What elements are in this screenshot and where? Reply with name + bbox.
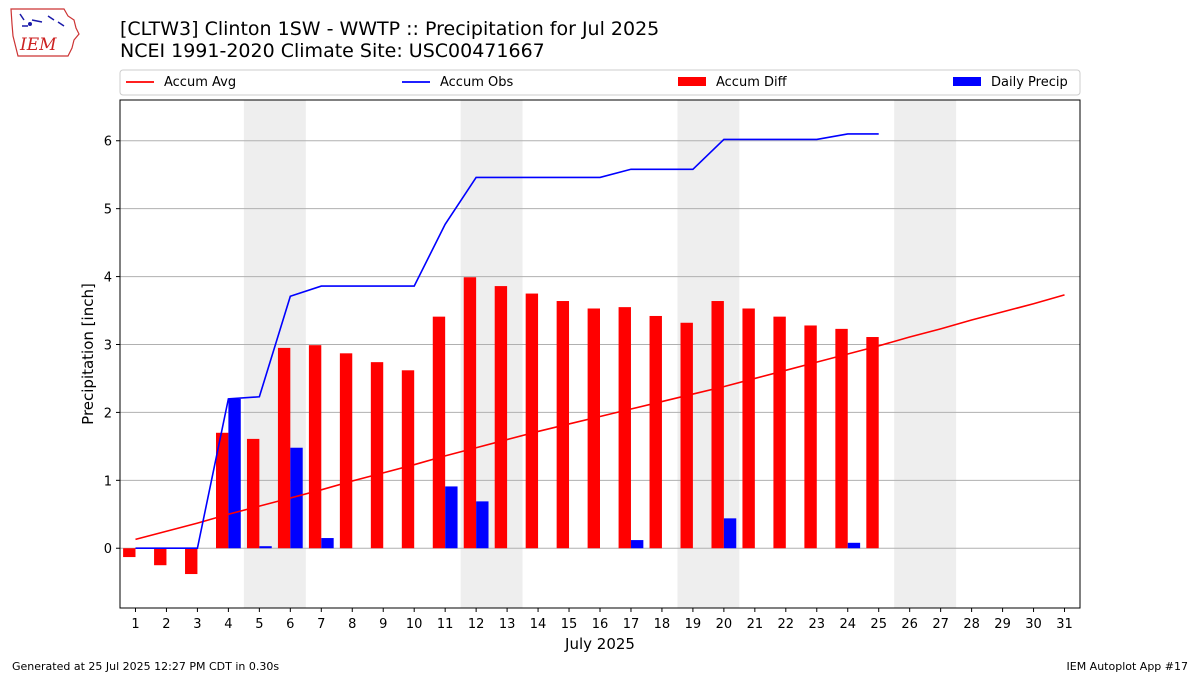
x-tick-label: 14 [530,617,547,632]
x-tick-label: 20 [716,617,733,632]
x-tick-label: 6 [286,617,294,632]
x-tick-label: 11 [437,617,454,632]
daily-precip-bar [476,501,489,549]
accum-diff-bar [866,337,879,549]
x-tick-label: 12 [468,617,485,632]
x-tick-label: 29 [994,617,1011,632]
accum-obs-line [135,133,879,550]
accum-diff-bar [494,286,508,549]
daily-precip-bar [723,518,737,549]
accum-diff-bar [711,301,724,549]
x-tick-label: 17 [623,617,640,632]
accum-diff-bar [649,315,662,549]
x-tick-label: 19 [685,617,702,632]
x-tick-label: 23 [809,617,826,632]
x-tick-label: 9 [379,617,387,632]
legend-accum-diff-label: Accum Diff [716,75,788,90]
legend-daily-precip-swatch [953,77,981,86]
accum-diff-bar [370,362,384,549]
legend-accum-avg-label: Accum Avg [164,75,236,90]
daily-precip-bar [290,447,303,549]
accum-diff-bar [680,322,693,549]
y-tick-label: 4 [104,271,112,286]
accum-diff-bar [463,277,477,549]
x-tick-label: 7 [317,617,325,632]
x-tick-label: 25 [870,617,887,632]
iowa-state-outline [10,8,80,57]
accum-diff-bar [246,438,260,549]
accum-diff-bar [401,370,415,549]
accum-diff-bar [339,353,353,549]
accum-diff-bar [185,548,198,575]
legend-accum-obs-label: Accum Obs [440,75,513,90]
x-tick-label: 16 [592,617,609,632]
x-tick-label: 3 [193,617,201,632]
y-tick-label: 6 [104,135,112,150]
daily-precip-bar [630,540,644,549]
daily-precip-bar [847,542,861,549]
weather-glyphs-icon [19,13,65,27]
accum-diff-bar [804,325,817,549]
x-tick-label: 10 [406,617,423,632]
accum-diff-bar [742,308,755,549]
accum-diff-bar [773,316,786,549]
accum-diff-bar [308,345,322,549]
x-tick-label: 24 [839,617,856,632]
x-axis-label: July 2025 [564,635,635,653]
x-tick-label: 22 [778,617,795,632]
iem-logo: IEM [10,8,80,57]
weekend-shade [894,100,957,608]
x-tick-label: 8 [348,617,356,632]
logo-text: IEM [19,35,57,55]
y-tick-label: 0 [104,542,112,557]
x-tick-label: 30 [1025,617,1042,632]
x-tick-label: 15 [561,617,578,632]
accum-diff-bar [432,316,446,549]
legend-daily-precip-label: Daily Precip [991,75,1068,90]
daily-precip-bar [228,398,241,549]
daily-precip-bar [321,538,334,549]
x-tick-label: 31 [1056,617,1073,632]
weather-dot-icon [28,22,32,26]
y-tick-label: 5 [104,203,112,218]
x-tick-label: 26 [901,617,918,632]
accum-diff-bar [277,347,291,549]
accum-diff-bar [216,432,229,549]
chart-title: [CLTW3] Clinton 1SW - WWTP :: Precipitat… [120,18,660,40]
app-label: IEM Autoplot App #17 [1066,660,1189,673]
accum-diff-bar [154,548,167,566]
accum-avg-line [135,294,1065,541]
chart-subtitle: NCEI 1991-2020 Climate Site: USC00471667 [120,40,545,62]
accum-diff-bar [123,548,136,558]
accum-diff-bar [835,328,848,549]
x-tick-label: 27 [932,617,949,632]
legend-accum-diff-swatch [678,77,706,86]
generated-timestamp: Generated at 25 Jul 2025 12:27 PM CDT in… [12,660,280,673]
legend-box [119,69,1081,96]
y-tick-label: 3 [104,338,112,353]
x-tick-label: 21 [747,617,764,632]
y-tick-label: 1 [104,474,112,489]
y-tick-label: 2 [104,406,112,421]
y-axis-label: Precipitation [inch] [79,283,97,425]
x-tick-label: 1 [131,617,139,632]
x-tick-label: 5 [255,617,263,632]
accum-diff-bar [525,293,539,549]
x-tick-label: 4 [224,617,232,632]
x-tick-label: 13 [499,617,516,632]
accum-diff-bar [587,308,600,549]
accum-diff-bar [618,307,631,549]
daily-precip-bar [259,546,272,549]
x-tick-label: 2 [162,617,170,632]
x-tick-label: 18 [654,617,671,632]
x-tick-label: 28 [963,617,980,632]
daily-precip-bar [445,486,458,549]
